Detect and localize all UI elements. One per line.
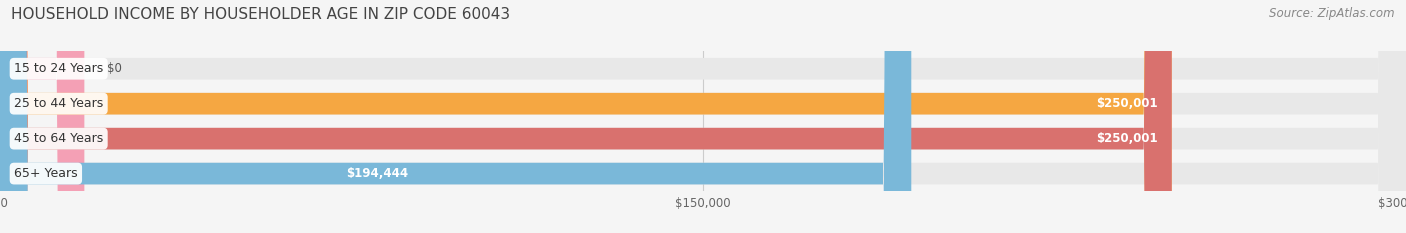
Text: $0: $0 [107,62,122,75]
FancyBboxPatch shape [0,0,84,233]
Text: Source: ZipAtlas.com: Source: ZipAtlas.com [1270,7,1395,20]
Text: 45 to 64 Years: 45 to 64 Years [14,132,103,145]
FancyBboxPatch shape [0,0,1171,233]
Text: 65+ Years: 65+ Years [14,167,77,180]
FancyBboxPatch shape [0,0,911,233]
Text: 25 to 44 Years: 25 to 44 Years [14,97,103,110]
Text: $194,444: $194,444 [346,167,408,180]
FancyBboxPatch shape [0,0,1171,233]
Text: $250,001: $250,001 [1097,132,1157,145]
Text: 15 to 24 Years: 15 to 24 Years [14,62,103,75]
Text: $250,001: $250,001 [1097,97,1157,110]
Text: HOUSEHOLD INCOME BY HOUSEHOLDER AGE IN ZIP CODE 60043: HOUSEHOLD INCOME BY HOUSEHOLDER AGE IN Z… [11,7,510,22]
